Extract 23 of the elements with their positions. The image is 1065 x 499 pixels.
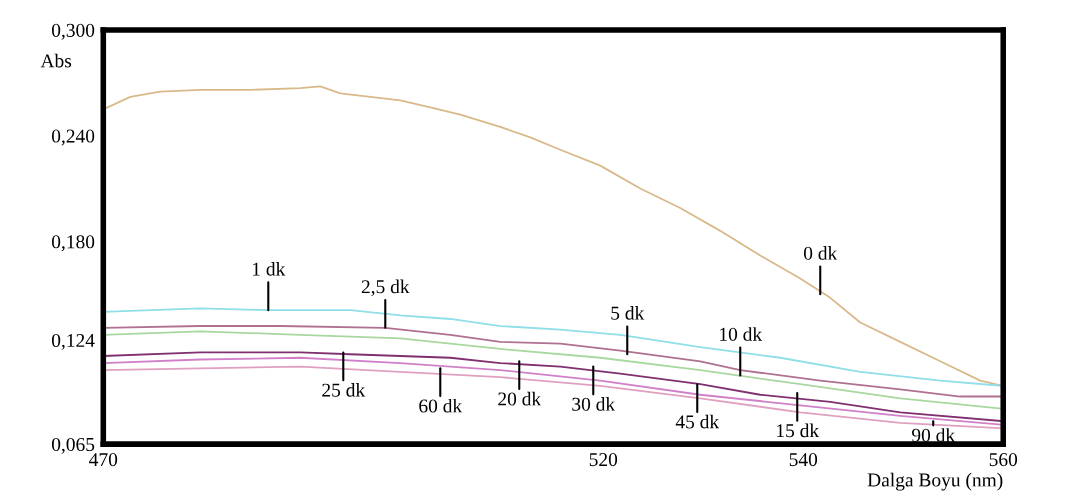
x-tick-label: 540 <box>789 453 818 467</box>
annotation: 10 dk <box>720 327 763 341</box>
annotation: 90 dk <box>911 428 956 442</box>
annotation: 60 dk <box>419 398 463 413</box>
annotation: 30 dk <box>572 397 616 411</box>
annotation: 15 dk <box>777 423 820 438</box>
annotation: 5 dk <box>611 306 645 320</box>
x-axis-title: Dalga Boyu (nm) <box>867 472 1003 491</box>
y-tick-label: 0,180 <box>51 235 95 252</box>
x-tick-label: 520 <box>589 453 618 467</box>
y-tick-label: 0,240 <box>51 129 95 146</box>
annotation: 0 dk <box>803 246 838 260</box>
y-tick-label: 0,065 <box>51 437 95 454</box>
y-tick-label: 0,300 <box>51 23 95 40</box>
y-tick-label: 0,124 <box>51 333 95 350</box>
annotation: 45 dk <box>675 414 720 429</box>
x-tick-label: 470 <box>89 453 118 467</box>
annotation: 25 dk <box>322 383 366 397</box>
annotation: 1 dk <box>252 261 286 276</box>
annotation: 2,5 dk <box>361 279 410 297</box>
annotation: 20 dk <box>498 391 542 406</box>
x-tick-label: 560 <box>989 453 1018 467</box>
y-axis-title: Abs <box>40 53 72 68</box>
